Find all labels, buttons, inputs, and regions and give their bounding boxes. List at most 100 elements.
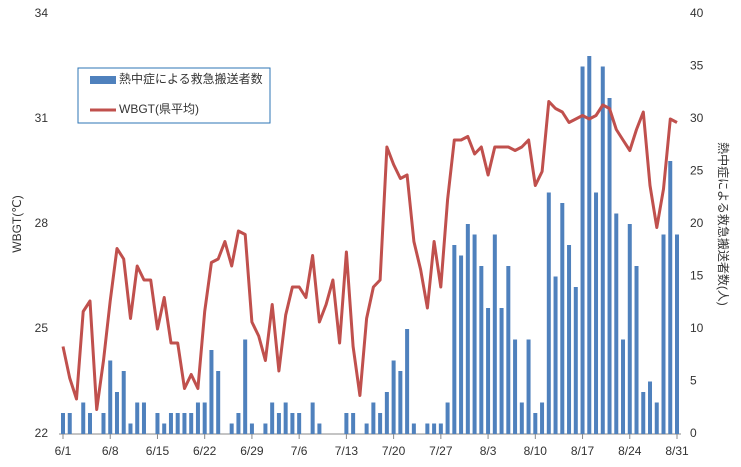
bar bbox=[263, 423, 268, 434]
bar bbox=[141, 402, 146, 434]
bar bbox=[614, 213, 619, 434]
bar bbox=[209, 350, 214, 434]
bar bbox=[634, 266, 639, 434]
bar bbox=[202, 402, 207, 434]
bar bbox=[553, 276, 558, 434]
bar bbox=[121, 371, 126, 434]
x-tick-label: 7/13 bbox=[335, 444, 359, 458]
bar bbox=[627, 224, 632, 434]
bar bbox=[162, 423, 167, 434]
bar bbox=[168, 413, 173, 434]
bar bbox=[675, 234, 679, 434]
bar bbox=[479, 266, 484, 434]
bar bbox=[101, 413, 106, 434]
bar bbox=[398, 371, 403, 434]
legend-label: WBGT(県平均) bbox=[119, 102, 199, 116]
bar bbox=[108, 360, 113, 434]
bar bbox=[445, 402, 450, 434]
bar bbox=[499, 308, 504, 434]
y-tick-label: 31 bbox=[35, 111, 49, 125]
y2-tick-label: 5 bbox=[690, 374, 697, 388]
bar bbox=[114, 392, 119, 434]
bar bbox=[67, 413, 72, 434]
bar bbox=[668, 161, 673, 434]
x-tick-label: 8/17 bbox=[571, 444, 595, 458]
bar bbox=[654, 402, 659, 434]
bar bbox=[459, 255, 464, 434]
bar bbox=[310, 402, 315, 434]
bar bbox=[236, 413, 241, 434]
x-tick-label: 6/8 bbox=[102, 444, 119, 458]
bar bbox=[648, 381, 653, 434]
y2-axis-label: 熱中症による救急搬送者数(人) bbox=[716, 142, 731, 306]
bar bbox=[391, 360, 396, 434]
bar bbox=[492, 234, 497, 434]
bar bbox=[229, 423, 234, 434]
bar bbox=[546, 192, 551, 434]
y2-tick-label: 40 bbox=[690, 6, 704, 20]
bar bbox=[175, 413, 180, 434]
bar bbox=[506, 266, 511, 434]
bar bbox=[661, 234, 666, 434]
bar bbox=[351, 413, 356, 434]
y2-tick-label: 35 bbox=[690, 59, 704, 73]
x-tick-label: 8/24 bbox=[618, 444, 642, 458]
legend-swatch bbox=[90, 76, 116, 84]
bar bbox=[405, 329, 410, 434]
bar bbox=[135, 402, 140, 434]
bar bbox=[87, 413, 92, 434]
bar bbox=[567, 245, 572, 434]
bar bbox=[411, 423, 416, 434]
bar bbox=[249, 423, 254, 434]
y-tick-label: 28 bbox=[35, 216, 49, 230]
bar bbox=[621, 339, 626, 434]
bar bbox=[472, 234, 477, 434]
bar bbox=[155, 413, 160, 434]
bar bbox=[243, 339, 248, 434]
y2-tick-label: 0 bbox=[690, 426, 697, 440]
bar bbox=[452, 245, 457, 434]
x-tick-label: 6/22 bbox=[193, 444, 217, 458]
x-tick-label: 6/1 bbox=[55, 444, 72, 458]
y2-tick-label: 25 bbox=[690, 164, 704, 178]
bar bbox=[195, 402, 200, 434]
bar bbox=[526, 339, 531, 434]
y2-tick-label: 20 bbox=[690, 216, 704, 230]
y2-tick-label: 15 bbox=[690, 269, 704, 283]
y-tick-label: 25 bbox=[35, 321, 49, 335]
bar bbox=[607, 98, 612, 434]
bar bbox=[641, 392, 646, 434]
y-axis-label: WBGT(℃) bbox=[10, 195, 24, 252]
bar bbox=[560, 203, 565, 434]
bar bbox=[378, 413, 383, 434]
bar bbox=[81, 402, 86, 434]
bar bbox=[573, 287, 578, 434]
bar bbox=[276, 413, 281, 434]
bar bbox=[465, 224, 470, 434]
x-tick-label: 8/31 bbox=[665, 444, 689, 458]
y-tick-label: 34 bbox=[35, 6, 49, 20]
bar bbox=[290, 413, 295, 434]
bar bbox=[519, 402, 524, 434]
bar bbox=[270, 402, 275, 434]
bar bbox=[384, 392, 389, 434]
bar bbox=[600, 66, 605, 434]
x-tick-label: 7/27 bbox=[429, 444, 453, 458]
x-tick-label: 8/3 bbox=[480, 444, 497, 458]
bar bbox=[594, 192, 599, 434]
bar bbox=[317, 423, 322, 434]
x-tick-label: 8/10 bbox=[524, 444, 548, 458]
bar bbox=[486, 308, 491, 434]
bar bbox=[371, 402, 376, 434]
bar bbox=[128, 423, 133, 434]
x-tick-label: 6/15 bbox=[146, 444, 170, 458]
y2-tick-label: 10 bbox=[690, 321, 704, 335]
legend-label: 熱中症による救急搬送者数 bbox=[119, 71, 263, 86]
bar bbox=[283, 402, 288, 434]
bar bbox=[438, 423, 443, 434]
bar bbox=[189, 413, 194, 434]
y-tick-label: 22 bbox=[35, 426, 49, 440]
bar bbox=[61, 413, 65, 434]
bar bbox=[364, 423, 369, 434]
